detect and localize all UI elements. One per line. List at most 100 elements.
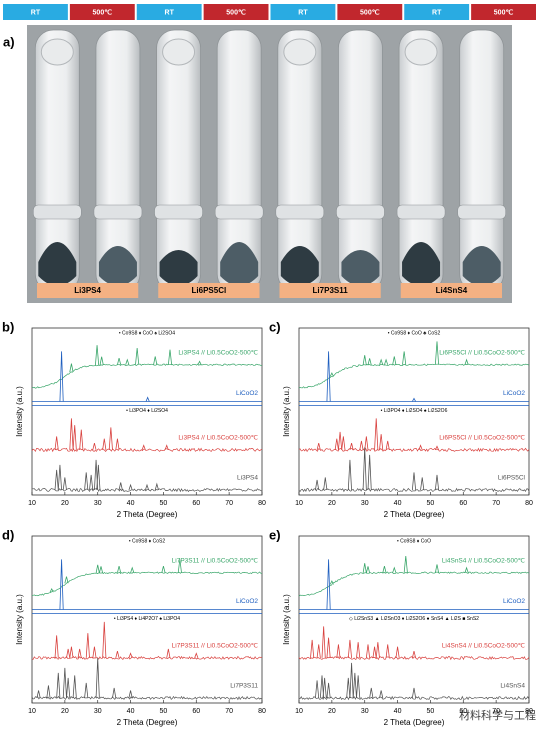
legend-top: • Co9S8 ♦ CoO bbox=[397, 538, 431, 544]
peak bbox=[128, 483, 133, 491]
peak bbox=[125, 358, 130, 365]
trace-label: LiCoO2 bbox=[503, 390, 525, 397]
vial-neck bbox=[214, 204, 264, 220]
peak bbox=[36, 690, 41, 699]
trace-baseline bbox=[32, 487, 263, 493]
peak bbox=[316, 644, 321, 658]
peak bbox=[403, 556, 408, 573]
x-tick-label: 30 bbox=[94, 708, 102, 715]
peak bbox=[379, 434, 384, 450]
condition-bar bbox=[136, 4, 202, 20]
condition-label: RT bbox=[31, 9, 41, 16]
trace-label: LiCoO2 bbox=[236, 390, 258, 397]
peak bbox=[135, 348, 140, 365]
plot-frame bbox=[298, 327, 530, 496]
peak bbox=[46, 685, 51, 699]
peak bbox=[315, 479, 320, 491]
peak bbox=[166, 648, 171, 658]
peak bbox=[102, 621, 107, 658]
peak bbox=[66, 648, 71, 658]
x-tick-label: 10 bbox=[295, 708, 303, 715]
peak bbox=[92, 646, 97, 658]
peak bbox=[434, 445, 440, 451]
peak bbox=[62, 667, 67, 699]
peak bbox=[115, 438, 120, 450]
peak bbox=[384, 358, 389, 365]
peak bbox=[98, 566, 104, 574]
peak bbox=[118, 482, 123, 491]
powder bbox=[98, 246, 137, 286]
condition-bar bbox=[337, 4, 403, 20]
condition-label: RT bbox=[298, 9, 308, 16]
peak bbox=[316, 443, 321, 451]
trace-label: Li3PS4 // Li0.5CoO2-500℃ bbox=[178, 435, 258, 442]
y-axis-label: Intensity (a.u.) bbox=[15, 386, 24, 437]
x-axis-label: 2 Theta (Degree) bbox=[117, 718, 178, 727]
peak bbox=[359, 440, 364, 450]
trace-baseline bbox=[298, 487, 530, 493]
peak bbox=[54, 469, 59, 491]
peak bbox=[326, 351, 331, 402]
peak bbox=[102, 438, 107, 450]
vial-cap bbox=[404, 38, 438, 66]
peak bbox=[167, 349, 173, 365]
x-axis-label: 2 Theta (Degree) bbox=[384, 510, 445, 519]
x-axis-label: 2 Theta (Degree) bbox=[384, 718, 445, 727]
x-tick-label: 50 bbox=[160, 500, 168, 507]
legend-mid: • Li3PO4 ♦ Li2SO4 bbox=[126, 408, 168, 414]
panel-label: b) bbox=[2, 319, 14, 334]
peak bbox=[59, 559, 64, 610]
peak bbox=[349, 662, 354, 699]
peak bbox=[62, 477, 67, 491]
peak bbox=[57, 464, 62, 491]
legend-mid: ◇ Li2SnS3 ▲ Li2SnO3 ♦ Li2S2O6 ● SnS4 ▲ L… bbox=[349, 616, 479, 622]
peak bbox=[362, 563, 367, 574]
peak bbox=[326, 559, 331, 610]
peak bbox=[153, 356, 158, 365]
powder bbox=[280, 246, 319, 286]
peak bbox=[420, 477, 425, 491]
trace-baseline bbox=[298, 363, 530, 389]
vial-neck bbox=[396, 204, 446, 220]
peak bbox=[402, 351, 407, 365]
peak bbox=[356, 642, 361, 658]
peak bbox=[128, 652, 133, 659]
peak bbox=[369, 687, 374, 699]
x-tick-label: 30 bbox=[94, 500, 102, 507]
sample-box bbox=[158, 283, 260, 298]
peak bbox=[117, 565, 122, 573]
peak bbox=[323, 477, 328, 491]
peak bbox=[161, 565, 166, 573]
x-tick-label: 80 bbox=[525, 708, 533, 715]
peak bbox=[367, 454, 372, 491]
peak bbox=[144, 483, 150, 491]
x-tick-label: 40 bbox=[394, 708, 402, 715]
peak bbox=[72, 425, 77, 450]
trace-label: LiCoO2 bbox=[236, 598, 258, 605]
trace-baseline bbox=[298, 571, 530, 597]
peak bbox=[69, 418, 74, 450]
trace-label: Li7P3S11 // Li0.5CoO2-500℃ bbox=[172, 643, 259, 650]
x-tick-label: 80 bbox=[258, 500, 266, 507]
x-tick-label: 60 bbox=[459, 708, 467, 715]
trace-baseline bbox=[31, 363, 263, 389]
peak bbox=[338, 431, 343, 450]
x-tick-label: 10 bbox=[28, 500, 36, 507]
peak bbox=[69, 363, 74, 373]
peak bbox=[95, 657, 100, 699]
trace-label: Li6PS5Cl // Li0.5CoO2-500℃ bbox=[439, 349, 525, 356]
y-axis-label: Intensity (a.u.) bbox=[15, 594, 24, 645]
peak bbox=[108, 427, 113, 450]
trace-baseline bbox=[31, 695, 263, 701]
peak bbox=[84, 472, 89, 491]
x-tick-label: 50 bbox=[427, 500, 435, 507]
peak bbox=[352, 672, 357, 699]
trace-label: LiCoO2 bbox=[503, 598, 525, 605]
plot-frame bbox=[298, 535, 530, 704]
x-tick-label: 70 bbox=[225, 708, 233, 715]
condition-bar bbox=[270, 4, 336, 20]
sample-label: Li7P3S11 bbox=[313, 286, 349, 295]
peak bbox=[434, 564, 440, 573]
legend-top: • Co9S8 ♦ CoO ♣ CoS2 bbox=[388, 330, 441, 336]
panel-label: c) bbox=[269, 319, 281, 334]
